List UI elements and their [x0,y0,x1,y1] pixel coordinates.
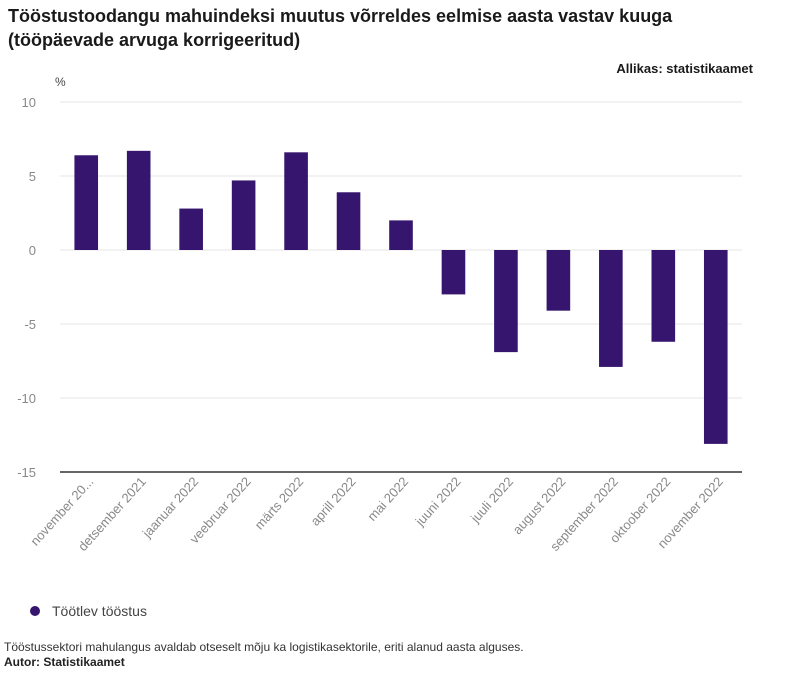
author-line: Autor: Statistikaamet [4,655,125,669]
bar [74,155,99,250]
legend-label: Töötlev tööstus [52,603,147,619]
bar [336,192,361,250]
bars [74,150,728,444]
bar [546,250,571,311]
x-tick-label: märts 2022 [252,474,307,532]
x-tick-label: mai 2022 [364,474,411,524]
x-tick-label: aprill 2022 [307,474,358,529]
author-label: Autor: [4,655,40,669]
bar [179,208,203,250]
y-tick-label: 5 [29,169,36,184]
bar [389,220,413,250]
y-tick-label: 10 [22,95,36,110]
y-tick-label: -10 [17,391,36,406]
y-tick-label: -15 [17,465,36,480]
bar [231,180,256,250]
legend-marker [30,606,40,616]
x-tick-label: juuli 2022 [467,474,516,526]
bar [494,250,518,353]
bar [703,250,728,444]
author-name: Statistikaamet [43,655,125,669]
bar [126,150,151,250]
bar [284,152,308,250]
y-tick-label: 0 [29,243,36,258]
bar [599,250,623,367]
y-tick-label: -5 [24,317,36,332]
y-axis-unit: % [55,75,66,89]
gridlines [60,101,742,399]
x-tick-label: august 2022 [510,474,569,537]
bar [441,250,466,295]
chart-title: Tööstustoodangu mahuindeksi muutus võrre… [8,6,673,50]
source-label: Allikas: statistikaamet [616,61,753,76]
x-tick-label: juuni 2022 [412,474,464,529]
bar [651,250,676,342]
legend: Töötlev tööstus [30,603,147,619]
caption: Tööstussektori mahulangus avaldab otsese… [4,640,524,654]
